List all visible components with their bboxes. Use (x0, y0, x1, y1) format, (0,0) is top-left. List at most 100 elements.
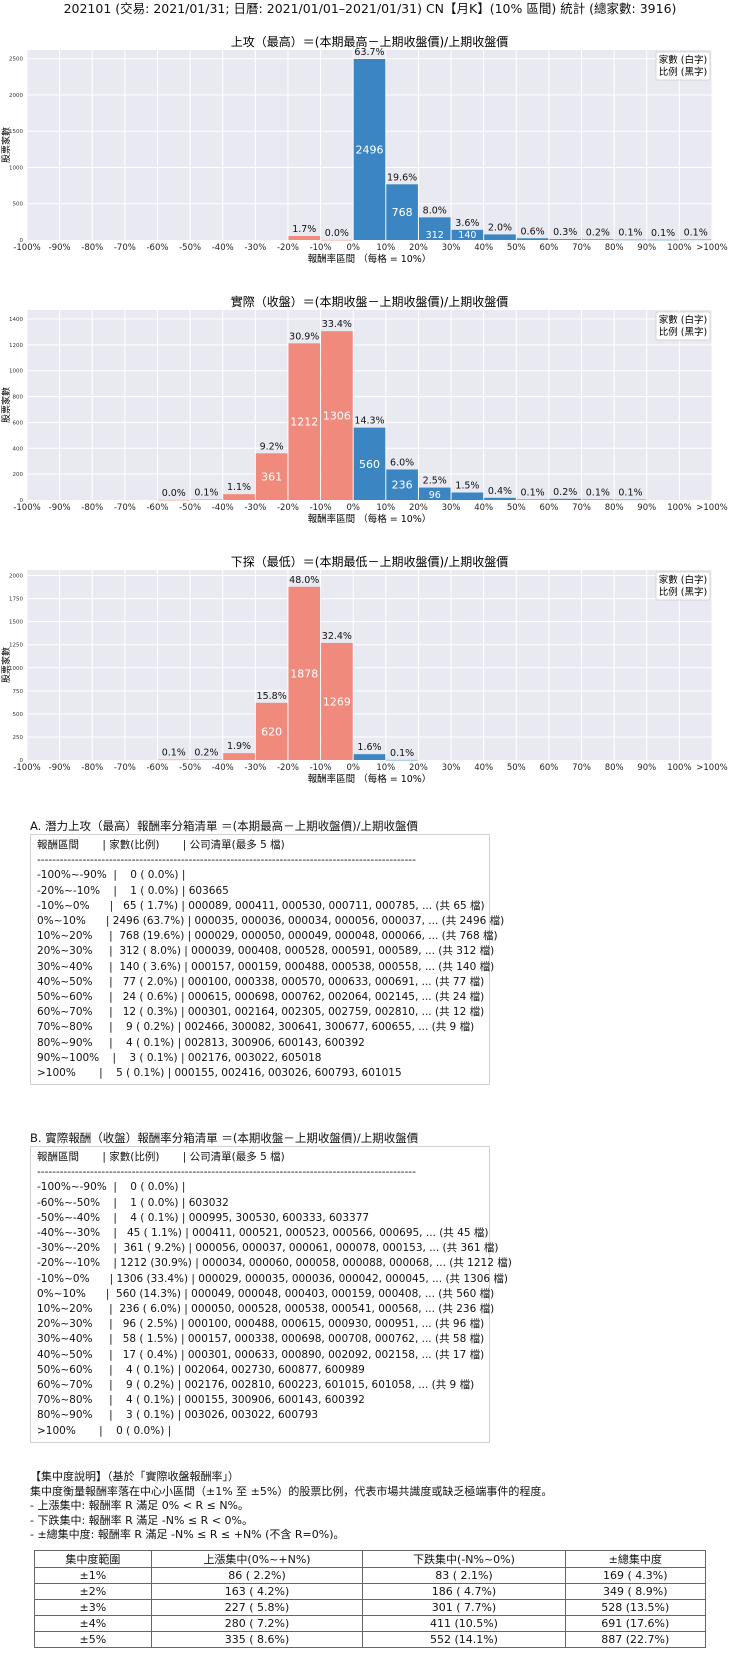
concentration-note: - 上漲集中: 報酬率 R 滿足 0% < R ≤ N%。 (30, 1499, 249, 1512)
x-tick-label: 0% (346, 763, 360, 773)
concentration-note: - ±總集中度: 報酬率 R 滿足 -N% ≤ R ≤ +N% (不含 R=0%… (30, 1528, 345, 1541)
bar-count-label: 1269 (323, 695, 351, 708)
bar-count-label: 768 (392, 206, 413, 219)
x-tick-label: -100% (13, 763, 40, 773)
bar-pct-label: 14.3% (354, 416, 384, 427)
x-tick-label: -10% (310, 503, 332, 513)
x-tick-label: -60% (146, 243, 168, 253)
bar (549, 498, 582, 500)
y-tick-label: 0 (20, 758, 24, 764)
plot-area (27, 570, 712, 760)
y-tick-label: 750 (13, 689, 24, 695)
table-cell: 280 ( 7.2%) (150, 1615, 364, 1632)
bar-pct-label: 2.5% (423, 476, 447, 487)
chart-low: 下探（最低）＝(本期最低－上期收盤價)/上期收盤價 0 250 500 750 1000 1… (0, 555, 728, 785)
bar-pct-label: 0.1% (390, 748, 414, 759)
bar (549, 239, 582, 240)
x-tick-label: 70% (572, 503, 591, 513)
x-tick-label: -70% (114, 503, 136, 513)
bar (614, 499, 647, 501)
bar-pct-label: 63.7% (354, 47, 384, 58)
bar-pct-label: 0.1% (521, 487, 545, 498)
table-cell: ±2% (34, 1583, 152, 1600)
section-b-list: 報酬區間 | 家數(比例) | 公司清單(最多 5 檔) ------------… (30, 1146, 512, 1443)
bar-count-label: 140 (458, 230, 476, 241)
bar (516, 238, 549, 240)
table-cell: ±4% (34, 1615, 152, 1632)
y-tick-label: 400 (13, 446, 24, 452)
list-row: 50%~60% | 24 ( 0.6%) | 000615, 000698, 0… (37, 991, 485, 1004)
bar (516, 499, 549, 500)
x-axis-label: 報酬率區間 （每格 = 10%） (308, 513, 432, 525)
y-tick-label: 800 (13, 395, 24, 401)
y-tick-label: 0 (20, 498, 24, 504)
table-header-cell: 下跌集中(-N%~0%) (362, 1550, 566, 1568)
bar (386, 184, 418, 240)
legend-entry: 比例 (黑字) (659, 66, 707, 78)
legend-entry: 家數 (白字) (659, 54, 707, 66)
bar-count-label: 312 (426, 230, 444, 241)
legend-entry: 家數 (白字) (659, 314, 707, 326)
table-row: ±3% 227 ( 5.8%) 301 ( 7.7%) 528 (13.5%) (34, 1599, 707, 1616)
bar (582, 499, 614, 500)
bar-pct-label: 33.4% (322, 319, 352, 330)
table-cell: 83 ( 2.1%) (362, 1567, 566, 1584)
chart-title: 上攻（最高）＝(本期最高－上期收盤價)/上期收盤價 (231, 34, 508, 49)
chart-title: 下探（最低）＝(本期最低－上期收盤價)/上期收盤價 (231, 555, 508, 569)
x-tick-label: 90% (637, 763, 656, 773)
list-row: >100% | 0 ( 0.0%) | (37, 1424, 172, 1437)
list-row: -50%~-40% | 4 ( 0.1%) | 000995, 300530, … (37, 1211, 370, 1224)
y-axis-label: 股票家數 (0, 387, 12, 423)
table-header-cell: 上漲集中(0%~+N%) (150, 1550, 364, 1568)
x-tick-label: 90% (637, 503, 656, 513)
table-cell: 227 ( 5.8%) (150, 1599, 364, 1616)
bar-pct-label: 1.6% (357, 742, 381, 753)
legend-entry: 家數 (白字) (659, 574, 707, 586)
bar-pct-label: 0.1% (651, 228, 675, 239)
table-row: ±4% 280 ( 7.2%) 411 (10.5%) 691 (17.6%) (34, 1615, 707, 1632)
bar-pct-label: 1.9% (227, 741, 251, 752)
bar-pct-label: 2.0% (488, 222, 512, 233)
bar (321, 239, 353, 241)
x-tick-label: -50% (179, 763, 201, 773)
list-row: -10%~0% | 1306 (33.4%) | 000029, 000035,… (37, 1272, 509, 1285)
x-tick-label: -70% (114, 763, 136, 773)
x-tick-label: -10% (310, 763, 332, 773)
list-row: -100%~-90% | 0 ( 0.0%) | (37, 869, 186, 882)
table-header-cell: ±總集中度 (564, 1550, 707, 1568)
y-axis-label: 股票家數 (0, 127, 12, 163)
y-tick-label: 1500 (9, 129, 23, 135)
bar (418, 217, 451, 240)
x-tick-label: 40% (474, 243, 493, 253)
x-tick-label: 70% (572, 243, 591, 253)
concentration-note: - 下跌集中: 報酬率 R 滿足 -N% ≤ R < 0%。 (30, 1513, 253, 1527)
bar-pct-label: 1.7% (292, 224, 316, 235)
x-tick-label: -80% (81, 243, 103, 253)
list-row: -40%~-30% | 45 ( 1.1%) | 000411, 000521,… (37, 1227, 489, 1240)
table-header-row: 集中度範圍 上漲集中(0%~+N%) 下跌集中(-N%~0%) ±總集中度 (34, 1550, 707, 1568)
x-tick-label: -40% (212, 243, 234, 253)
x-tick-label: 20% (409, 503, 428, 513)
x-tick-label: 100% (667, 763, 691, 773)
bar-pct-label: 0.2% (194, 747, 218, 758)
y-tick-label: 500 (13, 712, 24, 718)
y-tick-label: 1200 (9, 343, 23, 349)
y-tick-label: 1400 (9, 317, 23, 323)
y-tick-label: 2000 (9, 574, 23, 580)
x-tick-label: -70% (114, 243, 136, 253)
bar-pct-label: 0.1% (586, 487, 610, 498)
list-row: 80%~90% | 3 ( 0.1%) | 003026, 003022, 60… (37, 1409, 319, 1422)
list-row: 50%~60% | 4 ( 0.1%) | 002064, 002730, 60… (37, 1363, 365, 1376)
list-row: 10%~20% | 768 (19.6%) | 000029, 000050, … (37, 930, 498, 943)
bar (288, 586, 321, 760)
x-tick-label: -20% (277, 243, 299, 253)
y-tick-label: 200 (13, 472, 24, 478)
bar-pct-label: 32.4% (322, 631, 352, 642)
x-tick-label: -60% (146, 763, 168, 773)
list-row: -60%~-50% | 1 ( 0.0%) | 603032 (37, 1196, 229, 1209)
concentration-heading: 【集中度說明】（基於「實際收盤報酬率」） (30, 1470, 239, 1483)
x-tick-label: -30% (244, 763, 266, 773)
bar-count-label: 560 (359, 458, 380, 471)
x-tick-label: -90% (49, 243, 71, 253)
y-tick-label: 1250 (9, 643, 23, 649)
